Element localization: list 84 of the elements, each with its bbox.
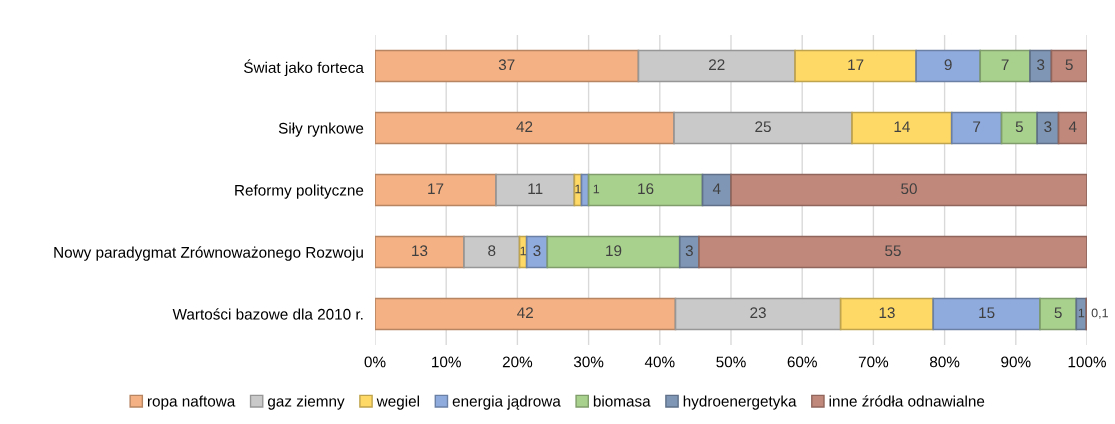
legend-label: hydroenergetyka xyxy=(683,395,797,410)
data-label: 23 xyxy=(750,307,766,319)
data-label: 13 xyxy=(879,307,895,319)
x-tick-label: 20% xyxy=(502,356,533,368)
y-tick-label: Nowy paradygmat Zrównoważonego Rozwoju xyxy=(54,246,363,261)
x-tick-label: 60% xyxy=(787,356,817,368)
x-tick-label: 30% xyxy=(573,356,604,368)
bar xyxy=(1036,111,1060,145)
data-label: 3 xyxy=(1037,59,1045,71)
bar xyxy=(1039,297,1078,331)
data-label: 1 xyxy=(1078,308,1085,318)
data-label: 15 xyxy=(979,307,995,319)
legend-label: energia jądrowa xyxy=(452,395,561,410)
data-label: 16 xyxy=(638,183,654,195)
data-label: 17 xyxy=(848,59,864,70)
data-label: 19 xyxy=(606,245,622,257)
data-label: 37 xyxy=(498,59,515,71)
data-label: 5 xyxy=(1065,59,1073,71)
x-tick-label: 40% xyxy=(644,356,675,368)
bar xyxy=(851,111,953,145)
data-label: 3 xyxy=(1044,121,1052,133)
bar xyxy=(950,111,1003,145)
data-label: 42 xyxy=(516,121,533,132)
bar xyxy=(495,173,576,207)
y-tick-label: Siły rynkowe xyxy=(278,122,364,137)
data-label: 1 xyxy=(575,184,581,194)
data-label: 3 xyxy=(533,245,541,257)
data-label: 7 xyxy=(1001,59,1009,70)
bar xyxy=(546,235,681,269)
data-label: 50 xyxy=(901,183,917,195)
bar xyxy=(1029,49,1053,83)
x-tick-label: 50% xyxy=(716,356,746,368)
bar xyxy=(375,173,497,207)
x-tick-label: 0% xyxy=(364,356,386,368)
data-label: 4 xyxy=(712,183,721,194)
legend-label: gaz ziemny xyxy=(267,395,345,410)
data-label: 22 xyxy=(709,59,725,70)
data-label: 3 xyxy=(685,245,693,257)
bar xyxy=(1050,49,1087,83)
data-label: 42 xyxy=(517,307,533,318)
x-tick-label: 10% xyxy=(432,356,461,368)
data-label: 8 xyxy=(488,245,496,257)
data-label: 0,1 xyxy=(1091,308,1108,319)
y-tick-label: Reformy polityczne xyxy=(235,184,364,199)
bar xyxy=(463,235,521,269)
x-tick-label: 80% xyxy=(929,356,960,368)
x-tick-label: 100% xyxy=(1068,356,1106,368)
data-label: 11 xyxy=(528,183,543,194)
bar xyxy=(839,297,935,331)
x-tick-label: 70% xyxy=(858,356,889,368)
data-label: 7 xyxy=(973,121,981,132)
bar xyxy=(730,173,1087,207)
bar xyxy=(932,297,1041,331)
data-label: 5 xyxy=(1015,121,1023,133)
bar xyxy=(375,111,675,145)
legend-label: ropa naftowa xyxy=(147,395,236,410)
data-label: 4 xyxy=(1068,121,1077,132)
legend-label: biomasa xyxy=(593,395,651,407)
data-label: 1 xyxy=(593,184,600,194)
bar xyxy=(915,49,982,83)
y-tick-label: Świat jako forteca xyxy=(244,59,364,77)
bar xyxy=(1057,111,1087,145)
bar xyxy=(375,49,640,83)
data-label: 5 xyxy=(1054,307,1062,319)
data-label: 25 xyxy=(755,121,771,133)
bar xyxy=(979,49,1031,83)
x-tick-label: 90% xyxy=(1001,356,1031,368)
data-label: 14 xyxy=(894,121,910,132)
bar xyxy=(637,49,796,83)
data-label: 13 xyxy=(412,245,428,257)
bar xyxy=(375,235,465,269)
bar xyxy=(587,173,704,207)
data-label: 17 xyxy=(428,183,444,194)
bar xyxy=(674,297,842,331)
bar xyxy=(698,235,1087,269)
bar xyxy=(673,111,853,145)
bar xyxy=(375,297,677,331)
data-label: 1 xyxy=(520,246,526,256)
bar xyxy=(794,49,917,83)
y-tick-label: Wartości bazowe dla 2010 r. xyxy=(172,308,363,320)
data-label: 55 xyxy=(885,245,901,257)
legend-label: inne źródła odnawialne xyxy=(829,395,985,407)
legend-label: wegiel xyxy=(376,395,419,410)
data-label: 9 xyxy=(944,59,952,71)
